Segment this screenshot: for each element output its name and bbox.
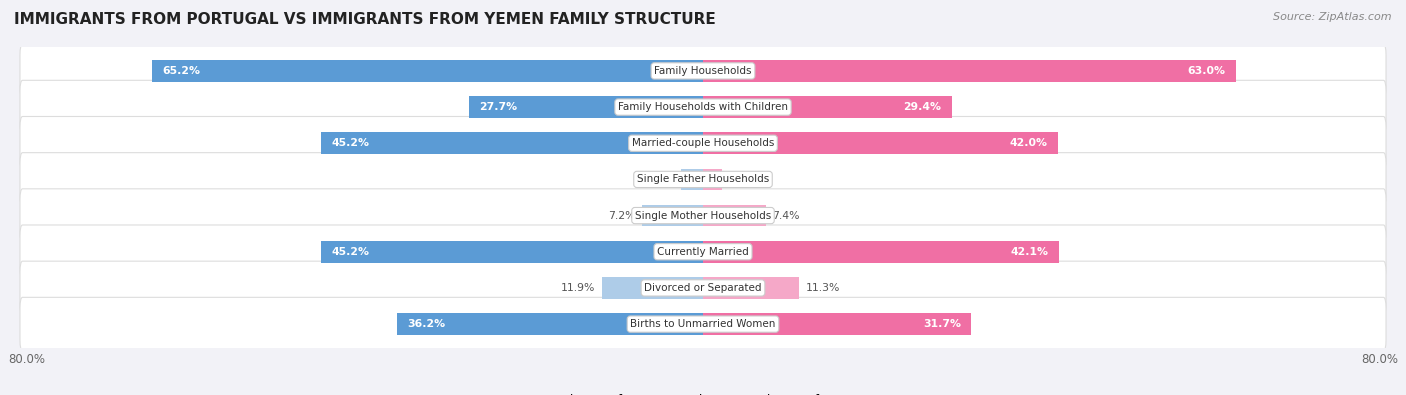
Bar: [703, 96, 952, 118]
Text: 27.7%: 27.7%: [479, 102, 517, 112]
Bar: [703, 132, 1059, 154]
FancyBboxPatch shape: [20, 44, 1386, 98]
Text: 42.0%: 42.0%: [1010, 138, 1047, 148]
FancyBboxPatch shape: [20, 189, 1386, 243]
Text: 36.2%: 36.2%: [408, 319, 446, 329]
Text: 7.4%: 7.4%: [772, 211, 800, 220]
Text: 31.7%: 31.7%: [922, 319, 960, 329]
Bar: [468, 96, 703, 118]
Text: 45.2%: 45.2%: [330, 138, 368, 148]
Text: IMMIGRANTS FROM PORTUGAL VS IMMIGRANTS FROM YEMEN FAMILY STRUCTURE: IMMIGRANTS FROM PORTUGAL VS IMMIGRANTS F…: [14, 12, 716, 27]
Bar: [703, 277, 799, 299]
Text: Single Father Households: Single Father Households: [637, 175, 769, 184]
Text: Married-couple Households: Married-couple Households: [631, 138, 775, 148]
Text: Births to Unmarried Women: Births to Unmarried Women: [630, 319, 776, 329]
Bar: [703, 169, 721, 190]
Bar: [643, 205, 703, 226]
Text: Family Households: Family Households: [654, 66, 752, 76]
Bar: [396, 313, 703, 335]
Bar: [152, 60, 703, 82]
Text: Source: ZipAtlas.com: Source: ZipAtlas.com: [1274, 12, 1392, 22]
Legend: Immigrants from Portugal, Immigrants from Yemen: Immigrants from Portugal, Immigrants fro…: [516, 394, 890, 395]
Text: 2.6%: 2.6%: [647, 175, 675, 184]
FancyBboxPatch shape: [20, 225, 1386, 278]
FancyBboxPatch shape: [20, 80, 1386, 134]
Text: 29.4%: 29.4%: [904, 102, 942, 112]
Text: 11.9%: 11.9%: [561, 283, 596, 293]
Text: 65.2%: 65.2%: [162, 66, 200, 76]
Text: Single Mother Households: Single Mother Households: [636, 211, 770, 220]
Bar: [602, 277, 703, 299]
Bar: [681, 169, 703, 190]
Bar: [703, 60, 1236, 82]
Bar: [321, 241, 703, 263]
Text: 45.2%: 45.2%: [330, 247, 368, 257]
Text: 7.2%: 7.2%: [607, 211, 636, 220]
Bar: [703, 313, 972, 335]
Text: 11.3%: 11.3%: [806, 283, 839, 293]
FancyBboxPatch shape: [20, 261, 1386, 315]
Text: Divorced or Separated: Divorced or Separated: [644, 283, 762, 293]
Bar: [321, 132, 703, 154]
Bar: [703, 205, 765, 226]
Text: Currently Married: Currently Married: [657, 247, 749, 257]
FancyBboxPatch shape: [20, 152, 1386, 206]
Text: 42.1%: 42.1%: [1011, 247, 1049, 257]
FancyBboxPatch shape: [20, 297, 1386, 351]
Text: 2.2%: 2.2%: [728, 175, 756, 184]
Bar: [703, 241, 1059, 263]
Text: 63.0%: 63.0%: [1188, 66, 1226, 76]
Text: Family Households with Children: Family Households with Children: [619, 102, 787, 112]
FancyBboxPatch shape: [20, 117, 1386, 170]
